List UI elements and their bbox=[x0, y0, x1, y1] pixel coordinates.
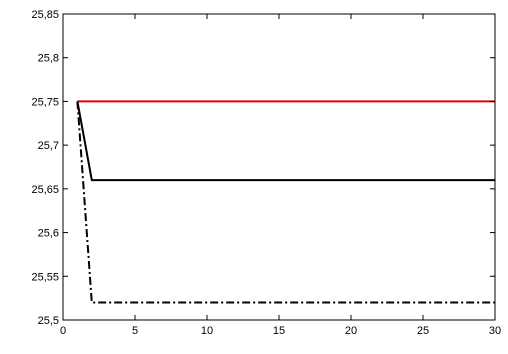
series-black-solid-line bbox=[76, 101, 495, 182]
x-tick-label: 15 bbox=[273, 325, 285, 337]
x-tick-label: 30 bbox=[489, 325, 501, 337]
y-tick-label: 25,5 bbox=[38, 315, 59, 327]
x-tick-label: 10 bbox=[201, 325, 213, 337]
plot-area bbox=[63, 14, 495, 320]
series-black-dashdot-line bbox=[76, 101, 495, 304]
x-tick-label: 0 bbox=[60, 325, 66, 337]
x-tick-label: 25 bbox=[417, 325, 429, 337]
x-tick-label: 5 bbox=[132, 325, 138, 337]
x-tick-label: 20 bbox=[345, 325, 357, 337]
y-tick-label: 25,55 bbox=[31, 271, 59, 283]
plot-frame bbox=[62, 13, 496, 321]
series-layer bbox=[76, 100, 495, 304]
y-tick-label: 25,75 bbox=[31, 96, 59, 108]
y-tick-label: 25,7 bbox=[38, 140, 59, 152]
y-tick-label: 25,85 bbox=[31, 9, 59, 21]
y-tick-label: 25,6 bbox=[38, 228, 59, 240]
y-tick-label: 25,65 bbox=[31, 184, 59, 196]
y-tick-label: 25,8 bbox=[38, 53, 59, 65]
